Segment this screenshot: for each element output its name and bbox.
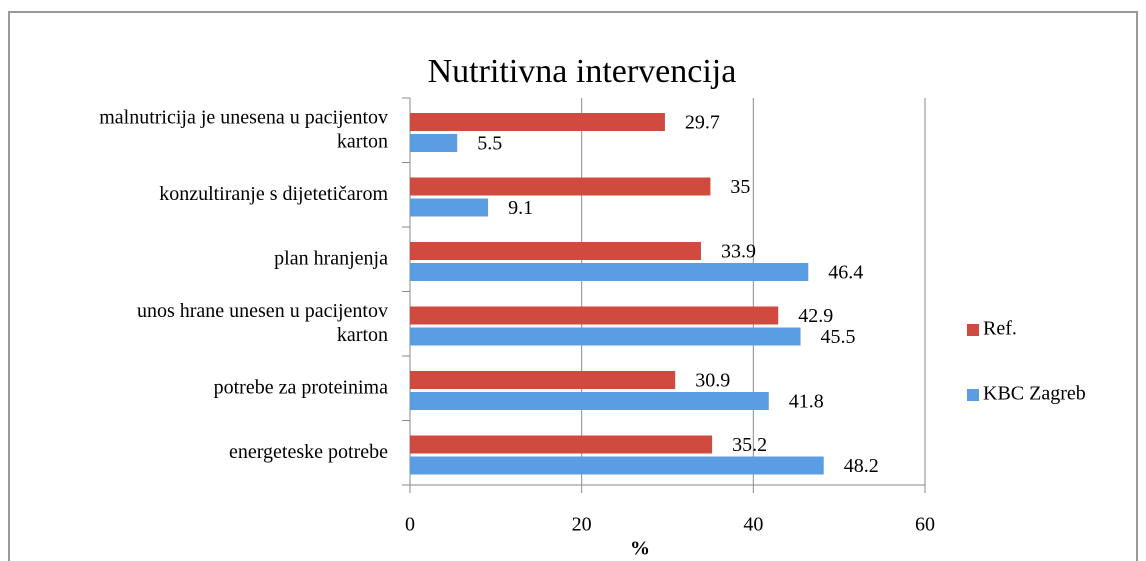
bar — [410, 456, 824, 475]
data-label: 45.5 — [821, 326, 856, 348]
bar — [410, 113, 665, 131]
legend-swatch — [967, 324, 979, 336]
data-label: 9.1 — [508, 197, 533, 219]
x-tick-label: 20 — [572, 514, 592, 536]
data-label: 48.2 — [844, 455, 879, 477]
frame — [8, 11, 1138, 561]
bar — [410, 327, 801, 346]
x-axis-label: % — [630, 538, 650, 560]
y-tick-label: unos hrane unesen u pacijentov karton — [137, 299, 388, 345]
bar — [410, 242, 701, 260]
y-tick-label: energeteske potrebe — [229, 440, 388, 462]
bar — [410, 306, 779, 325]
bar — [410, 198, 489, 217]
x-tick-label: 60 — [915, 514, 935, 536]
bar — [410, 177, 711, 196]
legend-swatch — [967, 389, 979, 401]
y-tick-label: potrebe za proteinima — [214, 376, 388, 398]
x-tick-label: 40 — [743, 514, 763, 536]
data-label: 46.4 — [828, 262, 863, 284]
data-label: 42.9 — [798, 305, 833, 327]
data-label: 5.5 — [477, 133, 502, 155]
bar — [410, 371, 676, 389]
y-tick-label: konzultiranje s dijetetičarom — [159, 182, 388, 204]
bar — [410, 134, 458, 152]
y-tick-label: plan hranjenja — [274, 247, 388, 269]
data-label: 33.9 — [721, 241, 756, 263]
data-label: 35 — [730, 176, 750, 198]
bar — [410, 263, 809, 281]
legend-label: Ref. — [983, 318, 1017, 340]
chart-title: Nutritivna intervencija — [428, 53, 737, 90]
y-tick-label: malnutricija je unesena u pacijentov kart… — [99, 106, 388, 152]
x-tick-label: 0 — [405, 514, 415, 536]
bar — [410, 435, 713, 454]
data-label: 41.8 — [789, 391, 824, 413]
data-label: 35.2 — [732, 434, 767, 456]
bar — [410, 392, 769, 410]
data-label: 29.7 — [685, 112, 720, 134]
data-label: 30.9 — [695, 370, 730, 392]
legend-label: KBC Zagreb — [983, 383, 1086, 405]
